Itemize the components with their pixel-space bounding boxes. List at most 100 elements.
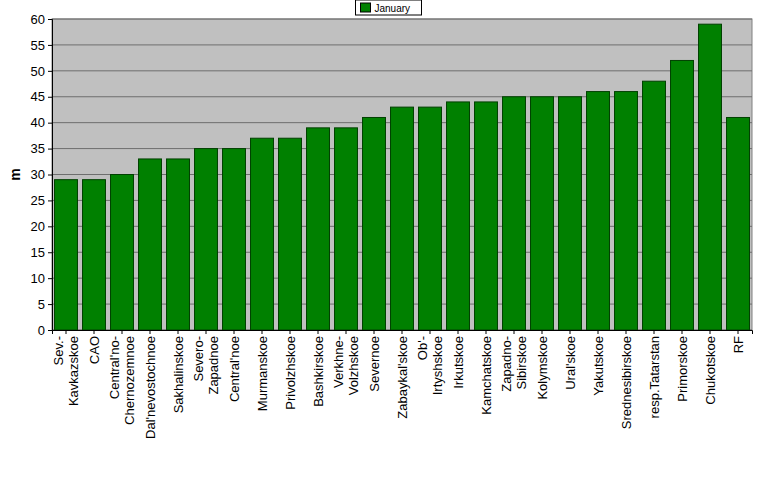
bar: [643, 81, 666, 330]
x-tick-label: Kamchatskoe: [479, 336, 494, 415]
y-tick-label: 25: [31, 193, 45, 208]
x-tick-mark: [178, 330, 179, 334]
y-tick-label: 40: [31, 115, 45, 130]
x-tick-label-line: Srednesibirskoe: [619, 336, 634, 429]
y-tick-mark: [48, 200, 52, 201]
x-tick-label-line: Dal'nevostochnoe: [143, 336, 158, 439]
y-tick-mark: [48, 19, 52, 20]
x-tick-mark: [570, 330, 571, 334]
x-tick-mark: [542, 330, 543, 334]
x-tick-label-line: Severo-: [191, 336, 206, 382]
bar: [167, 159, 190, 330]
x-tick-mark: [430, 330, 431, 334]
y-tick-mark: [48, 304, 52, 305]
x-tick: Verkhne-Volzhskoe: [331, 330, 360, 395]
x-tick-label: Zabaykal'skoe: [395, 336, 410, 419]
x-tick-label-line: Zapadno-: [499, 336, 514, 392]
x-tick: Privolzhskoe: [283, 330, 298, 410]
x-tick-label-line: Kolymskoe: [535, 336, 550, 400]
x-tick: Severo-Zapadnoe: [191, 330, 220, 395]
x-tick: Ural'skoe: [563, 330, 578, 390]
y-tick: 40: [31, 115, 52, 130]
x-tick-label: Central'noe: [227, 336, 242, 402]
bar: [223, 149, 246, 330]
x-tick: Primorskoe: [675, 330, 690, 402]
x-tick-label: Murmanskoe: [255, 336, 270, 411]
x-tick-label-line: Irtyshskoe: [430, 336, 445, 395]
x-tick-label-line: Verkhne-: [331, 336, 346, 388]
x-tick-label: Kolymskoe: [535, 336, 550, 400]
x-tick: Severnoe: [367, 330, 382, 392]
grid-line: [52, 70, 752, 71]
x-tick-label: Dal'nevostochnoe: [143, 336, 158, 439]
x-tick-label-line: Severnoe: [367, 336, 382, 392]
y-tick: 0: [38, 323, 52, 338]
y-tick: 20: [31, 219, 52, 234]
x-tick-mark: [94, 330, 95, 334]
x-tick-label-line: CAO: [87, 336, 102, 364]
x-tick-label: Sev.-Kavkazskoe: [51, 336, 80, 406]
x-tick-label-line: RF: [731, 336, 746, 353]
y-axis: 051015202530354045505560: [31, 12, 53, 338]
y-tick-label: 60: [31, 12, 45, 27]
x-tick: Central'no-Chernozemnoe: [107, 330, 136, 425]
x-tick-label: Zapadno-Sibirskoe: [499, 336, 528, 392]
grid-line: [52, 19, 752, 20]
grid-line: [52, 44, 752, 45]
x-tick-label-line: Irkutskoe: [451, 336, 466, 389]
x-tick-label-line: Chukotskoe: [703, 336, 718, 405]
plot: 051015202530354045505560Sev.-KavkazskoeC…: [31, 12, 753, 439]
y-tick-mark: [48, 278, 52, 279]
x-tick-mark: [262, 330, 263, 334]
x-tick-mark: [150, 330, 151, 334]
bar: [475, 102, 498, 330]
bar: [335, 128, 358, 330]
y-tick: 5: [38, 297, 52, 312]
x-tick-mark: [626, 330, 627, 334]
x-tick-label-line: Sev.-: [51, 336, 66, 365]
y-tick: 55: [31, 38, 52, 53]
x-tick-label-line: Bashkirskoe: [311, 336, 326, 407]
bar: [447, 102, 470, 330]
x-tick-mark: [346, 330, 347, 334]
x-tick-label: Yakutskoe: [591, 336, 606, 396]
y-tick: 10: [31, 271, 52, 286]
x-tick: resp.Tatarstan: [647, 330, 662, 418]
y-tick-mark: [48, 149, 52, 150]
x-tick: Sakhalinskoe: [171, 330, 186, 413]
y-tick-label: 5: [38, 297, 45, 312]
x-tick-label-line: Kavkazskoe: [66, 336, 81, 406]
x-tick: Ob'-Irtyshskoe: [415, 330, 444, 395]
grid: [52, 19, 752, 330]
x-tick-label-line: Chernozemnoe: [122, 336, 137, 425]
bar: [671, 60, 694, 330]
y-tick-label: 35: [31, 141, 45, 156]
x-tick-label-line: Sibirskoe: [514, 336, 529, 389]
x-tick-label-line: Kamchatskoe: [479, 336, 494, 415]
x-tick-label: Ural'skoe: [563, 336, 578, 390]
x-tick-mark: [598, 330, 599, 334]
y-tick-mark: [48, 123, 52, 124]
y-tick: 60: [31, 12, 52, 27]
bar: [391, 107, 414, 330]
y-tick-label: 20: [31, 219, 45, 234]
x-tick-label: Irkutskoe: [451, 336, 466, 389]
x-tick: Zabaykal'skoe: [395, 330, 410, 419]
x-tick-label-line: Zapadnoe: [206, 336, 221, 395]
x-tick-label: Privolzhskoe: [283, 336, 298, 410]
x-tick: Bashkirskoe: [311, 330, 326, 407]
x-tick-mark: [402, 330, 403, 334]
x-tick-label-line: Sakhalinskoe: [171, 336, 186, 413]
y-axis-title: m: [7, 168, 23, 180]
x-tick-label: Chukotskoe: [703, 336, 718, 405]
bar: [587, 92, 610, 330]
x-tick-mark: [654, 330, 655, 334]
legend-box: [356, 0, 422, 15]
x-tick-mark: [486, 330, 487, 334]
x-tick-mark: [290, 330, 291, 334]
bar: [615, 92, 638, 330]
bar: [419, 107, 442, 330]
bar: [363, 117, 386, 330]
x-tick: Kamchatskoe: [479, 330, 494, 415]
x-tick: Irkutskoe: [451, 330, 466, 389]
